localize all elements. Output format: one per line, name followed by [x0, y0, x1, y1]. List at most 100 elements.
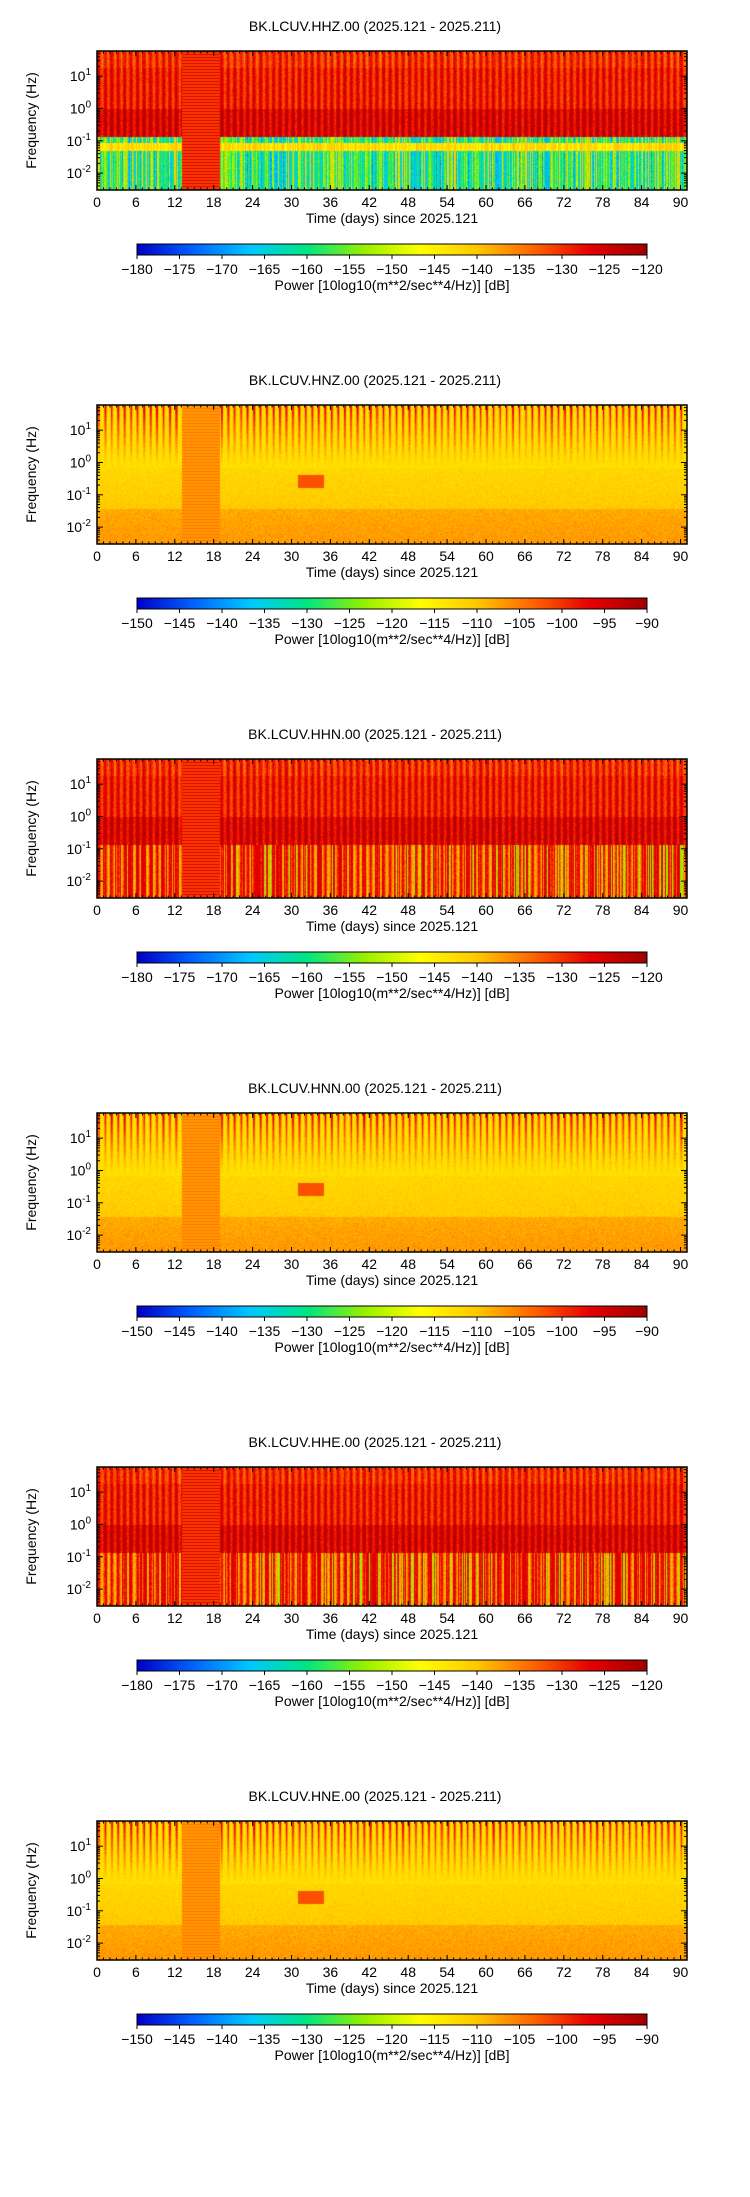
chart-title: BK.LCUV.HHN.00 (2025.121 - 2025.211)	[248, 726, 502, 742]
y-tick-label: 101	[70, 1483, 92, 1500]
x-tick-label: 60	[478, 1610, 494, 1626]
colorbar-gradient	[137, 1306, 647, 1317]
y-tick-label: 10-1	[67, 486, 92, 503]
y-tick-label: 10-1	[67, 1902, 92, 1919]
x-tick-label: 66	[517, 548, 533, 564]
colorbar-tick-label: −150	[121, 615, 153, 631]
y-axis-label: Frequency (Hz)	[23, 72, 39, 168]
y-tick-label: 101	[70, 775, 92, 792]
colorbar-tick-label: −130	[291, 1323, 323, 1339]
x-tick-label: 24	[245, 1610, 261, 1626]
x-tick-label: 12	[167, 548, 183, 564]
colorbar-tick-label: −115	[419, 1323, 450, 1339]
spectrogram-image	[97, 1467, 687, 1606]
x-tick-label: 24	[245, 194, 261, 210]
colorbar-tick-label: −175	[164, 261, 196, 277]
x-tick-label: 42	[362, 902, 378, 918]
x-tick-label: 0	[93, 1256, 101, 1272]
x-tick-label: 84	[634, 902, 650, 918]
x-tick-label: 66	[517, 902, 533, 918]
colorbar-tick-label: −90	[635, 615, 659, 631]
colorbar-tick-label: −95	[593, 615, 617, 631]
x-tick-label: 12	[167, 902, 183, 918]
y-tick-label: 101	[70, 1837, 92, 1854]
colorbar-tick-label: −155	[334, 969, 366, 985]
x-tick-label: 30	[284, 1256, 300, 1272]
y-tick-label: 100	[70, 453, 92, 470]
x-tick-label: 84	[634, 548, 650, 564]
colorbar-tick-label: −125	[334, 1323, 366, 1339]
colorbar-tick-label: −150	[376, 969, 408, 985]
colorbar-label: Power [10log10(m**2/sec**4/Hz)] [dB]	[275, 985, 510, 1001]
colorbar-tick-label: −145	[164, 2031, 196, 2047]
plot-frame	[96, 404, 688, 545]
colorbar-tick-label: −125	[334, 2031, 366, 2047]
colorbar-tick-label: −165	[249, 1677, 281, 1693]
x-tick-label: 36	[323, 1610, 339, 1626]
x-tick-label: 48	[400, 548, 416, 564]
colorbar-tick-label: −135	[249, 1323, 281, 1339]
colorbar-tick-label: −120	[631, 1677, 663, 1693]
y-tick-label: 101	[70, 421, 92, 438]
y-tick-label: 10-1	[67, 1548, 92, 1565]
x-tick-label: 84	[634, 1964, 650, 1980]
x-tick-label: 72	[556, 1256, 572, 1272]
plot-frame	[96, 1112, 688, 1253]
x-tick-label: 84	[634, 1256, 650, 1272]
colorbar-tick-label: −135	[504, 261, 536, 277]
colorbar-tick-label: −160	[291, 969, 323, 985]
x-tick-label: 42	[362, 1610, 378, 1626]
spectrogram-image	[97, 405, 687, 544]
colorbar-tick-label: −150	[376, 1677, 408, 1693]
x-tick-label: 72	[556, 902, 572, 918]
colorbar-tick-label: −145	[419, 1677, 451, 1693]
colorbar-gradient	[137, 952, 647, 963]
colorbar-tick-label: −130	[546, 261, 578, 277]
x-tick-label: 42	[362, 194, 378, 210]
y-tick-label: 100	[70, 1869, 92, 1886]
x-tick-label: 54	[439, 194, 455, 210]
x-tick-label: 36	[323, 1964, 339, 1980]
colorbar-frame	[136, 1659, 648, 1672]
colorbar-tick-label: −145	[164, 1323, 196, 1339]
colorbar-tick-label: −145	[164, 615, 196, 631]
colorbar-tick-label: −140	[461, 969, 493, 985]
colorbar-tick-label: −180	[121, 969, 153, 985]
spectrogram-image	[97, 1113, 687, 1252]
x-tick-label: 90	[673, 902, 689, 918]
y-tick-label: 10-1	[67, 1194, 92, 1211]
y-tick-label: 10-1	[67, 132, 92, 149]
x-tick-label: 0	[93, 1964, 101, 1980]
y-tick-label: 10-2	[67, 1580, 92, 1597]
x-tick-label: 84	[634, 194, 650, 210]
y-axis-label: Frequency (Hz)	[23, 780, 39, 876]
x-tick-label: 24	[245, 1964, 261, 1980]
x-tick-label: 36	[323, 902, 339, 918]
x-tick-label: 48	[400, 1964, 416, 1980]
x-tick-label: 78	[595, 1256, 611, 1272]
plot-frame	[96, 50, 688, 191]
colorbar-tick-label: −140	[206, 615, 238, 631]
x-tick-label: 30	[284, 1964, 300, 1980]
x-tick-label: 66	[517, 1256, 533, 1272]
y-tick-label: 10-2	[67, 518, 92, 535]
colorbar-tick-label: −140	[461, 1677, 493, 1693]
colorbar-tick-label: −120	[631, 261, 663, 277]
colorbar-tick-label: −145	[419, 969, 451, 985]
spectrogram-axes: BK.LCUV.HHN.00 (2025.121 - 2025.211) 0 6 12…	[23, 726, 689, 1001]
colorbar-tick-label: −155	[334, 1677, 366, 1693]
x-tick-label: 54	[439, 1964, 455, 1980]
x-tick-label: 18	[206, 548, 222, 564]
x-tick-label: 78	[595, 1610, 611, 1626]
x-tick-label: 72	[556, 548, 572, 564]
x-tick-label: 60	[478, 548, 494, 564]
x-tick-label: 18	[206, 1610, 222, 1626]
spectrogram-axes: BK.LCUV.HNN.00 (2025.121 - 2025.211) 0 6 12…	[23, 1080, 689, 1355]
y-tick-label: 100	[70, 1161, 92, 1178]
colorbar-tick-label: −170	[206, 261, 238, 277]
y-axis-label: Frequency (Hz)	[23, 1842, 39, 1938]
colorbar-tick-label: −100	[546, 615, 578, 631]
x-tick-label: 84	[634, 1610, 650, 1626]
x-tick-label: 6	[132, 548, 140, 564]
